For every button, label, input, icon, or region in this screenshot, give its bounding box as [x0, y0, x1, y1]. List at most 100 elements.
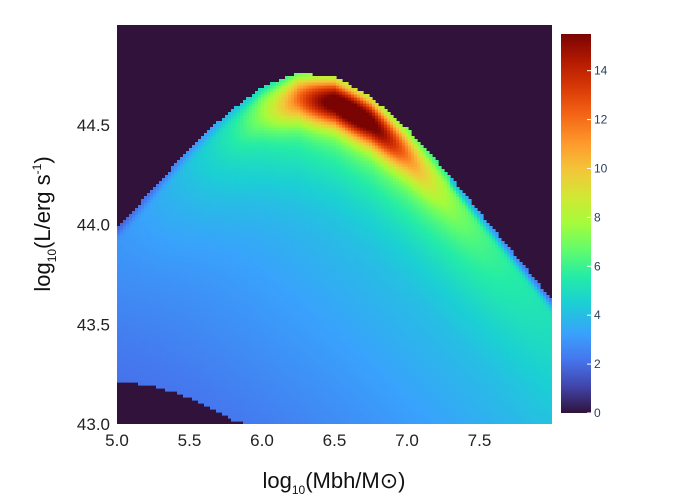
heatmap-cell	[258, 400, 262, 404]
heatmap-cell	[267, 232, 271, 236]
heatmap-cell	[123, 274, 127, 278]
heatmap-cell	[132, 322, 136, 326]
heatmap-cell	[216, 145, 220, 149]
heatmap-cell	[237, 217, 241, 221]
heatmap-cell	[267, 121, 271, 125]
heatmap-cell	[276, 265, 280, 269]
heatmap-cell	[273, 85, 277, 89]
heatmap-cell	[135, 262, 139, 266]
heatmap-cell	[285, 352, 289, 356]
heatmap-cell	[261, 343, 265, 347]
heatmap-cell	[171, 346, 175, 350]
heatmap-cell	[150, 268, 154, 272]
heatmap-cell	[174, 376, 178, 380]
heatmap-cell	[252, 355, 256, 359]
heatmap-cell	[174, 385, 178, 389]
heatmap-cell	[243, 247, 247, 251]
heatmap-cell	[171, 361, 175, 365]
heatmap-cell	[228, 403, 232, 407]
heatmap-cell	[273, 235, 277, 239]
heatmap-cell	[168, 217, 172, 221]
heatmap-cell	[165, 289, 169, 293]
heatmap-cell	[201, 316, 205, 320]
heatmap-cell	[135, 229, 139, 233]
heatmap-cell	[237, 136, 241, 140]
heatmap-cell	[246, 97, 250, 101]
heatmap-cell	[123, 337, 127, 341]
heatmap-cell	[252, 109, 256, 113]
heatmap-cell	[222, 166, 226, 170]
heatmap-cell	[252, 160, 256, 164]
heatmap-cell	[255, 112, 259, 116]
heatmap-cell	[207, 295, 211, 299]
heatmap-cell	[222, 136, 226, 140]
heatmap-cell	[138, 205, 142, 209]
heatmap-cell	[276, 163, 280, 167]
heatmap-cell	[282, 94, 286, 98]
heatmap-cell	[240, 265, 244, 269]
heatmap-cell	[255, 298, 259, 302]
heatmap-cell	[264, 298, 268, 302]
heatmap-cell	[279, 286, 283, 290]
heatmap-cell	[138, 292, 142, 296]
heatmap-cell	[219, 367, 223, 371]
heatmap-cell	[213, 232, 217, 236]
heatmap-cell	[249, 337, 253, 341]
heatmap-cell	[276, 379, 280, 383]
heatmap-cell	[258, 331, 262, 335]
heatmap-cell	[279, 187, 283, 191]
heatmap-cell	[207, 244, 211, 248]
heatmap-cell	[252, 295, 256, 299]
heatmap-cell	[264, 364, 268, 368]
heatmap-cell	[180, 301, 184, 305]
heatmap-cell	[210, 271, 214, 275]
heatmap-cell	[231, 157, 235, 161]
heatmap-cell	[255, 379, 259, 383]
heatmap-cell	[222, 160, 226, 164]
heatmap-cell	[243, 226, 247, 230]
heatmap-cell	[267, 160, 271, 164]
heatmap-cell	[117, 292, 121, 296]
heatmap-cell	[159, 202, 163, 206]
heatmap-cell	[261, 268, 265, 272]
heatmap-cell	[282, 379, 286, 383]
heatmap-cell	[165, 190, 169, 194]
heatmap-cell	[156, 382, 160, 386]
heatmap-cell	[270, 130, 274, 134]
heatmap-cell	[216, 292, 220, 296]
heatmap-cell	[201, 391, 205, 395]
heatmap-cell	[192, 190, 196, 194]
heatmap-cell	[243, 259, 247, 263]
heatmap-cell	[282, 370, 286, 374]
heatmap-cell	[285, 265, 289, 269]
heatmap-cell	[276, 268, 280, 272]
heatmap-cell	[144, 289, 148, 293]
heatmap-cell	[165, 229, 169, 233]
heatmap-cell	[126, 373, 130, 377]
heatmap-cell	[279, 367, 283, 371]
heatmap-cell	[270, 319, 274, 323]
heatmap-cell	[153, 367, 157, 371]
heatmap-cell	[183, 238, 187, 242]
heatmap-cell	[264, 148, 268, 152]
heatmap-cell	[222, 361, 226, 365]
heatmap-cell	[180, 226, 184, 230]
heatmap-cell	[240, 166, 244, 170]
heatmap-cell	[138, 214, 142, 218]
heatmap-cell	[219, 241, 223, 245]
heatmap-cell	[156, 307, 160, 311]
heatmap-cell	[219, 175, 223, 179]
heatmap-cell	[192, 265, 196, 269]
heatmap-cell	[120, 322, 124, 326]
heatmap-cell	[198, 145, 202, 149]
heatmap-cell	[213, 235, 217, 239]
heatmap-cell	[210, 247, 214, 251]
heatmap-cell	[192, 271, 196, 275]
heatmap-cell	[150, 355, 154, 359]
heatmap-cell	[147, 298, 151, 302]
heatmap-cell	[237, 145, 241, 149]
heatmap-cells	[117, 73, 552, 424]
heatmap-cell	[165, 253, 169, 257]
heatmap-cell	[246, 100, 250, 104]
heatmap-cell	[168, 382, 172, 386]
